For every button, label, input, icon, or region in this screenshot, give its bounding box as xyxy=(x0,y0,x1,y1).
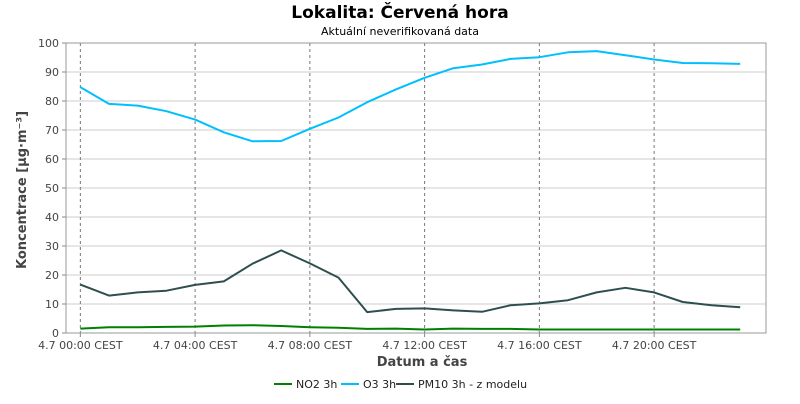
x-tick-label: 4.7 00:00 CEST xyxy=(38,339,123,352)
legend: NO2 3h O3 3h PM10 3h - z modelu xyxy=(274,378,527,391)
chart-title: Lokalita: Červená hora xyxy=(291,1,508,23)
y-axis-label: Koncentrace [µg·m⁻³] xyxy=(15,111,30,269)
x-tick-label: 4.7 12:00 CEST xyxy=(382,339,467,352)
series-layer xyxy=(79,50,741,331)
series-line-1 xyxy=(79,50,741,143)
y-tick-label: 60 xyxy=(45,153,59,166)
legend-label: NO2 3h xyxy=(296,378,337,391)
series-line-2 xyxy=(79,249,741,314)
y-tick-label: 80 xyxy=(45,95,59,108)
y-tick-label: 0 xyxy=(52,327,59,340)
x-tick-label: 4.7 20:00 CEST xyxy=(612,339,697,352)
y-tick-label: 10 xyxy=(45,298,59,311)
chart-subtitle: Aktuální neverifikovaná data xyxy=(321,25,479,38)
axes: 0 10 20 30 40 50 60 70 80 90 100 4.7 00:00 CEST 4.7 … xyxy=(38,37,767,352)
y-tick-label: 50 xyxy=(45,182,59,195)
x-tick-label: 4.7 16:00 CEST xyxy=(497,339,582,352)
y-tick-label: 30 xyxy=(45,240,59,253)
y-tick-label: 100 xyxy=(38,37,59,50)
series-line-0 xyxy=(80,324,741,331)
x-axis-label: Datum a čas xyxy=(377,355,468,370)
y-tick-label: 20 xyxy=(45,269,59,282)
legend-label: O3 3h xyxy=(363,378,396,391)
plot-frame xyxy=(65,42,767,334)
y-tick-label: 70 xyxy=(45,124,59,137)
y-tick-label: 40 xyxy=(45,211,59,224)
x-tick-label: 4.7 04:00 CEST xyxy=(153,339,238,352)
legend-label: PM10 3h - z modelu xyxy=(418,378,527,391)
y-tick-label: 90 xyxy=(45,66,59,79)
x-tick-label: 4.7 08:00 CEST xyxy=(268,339,353,352)
